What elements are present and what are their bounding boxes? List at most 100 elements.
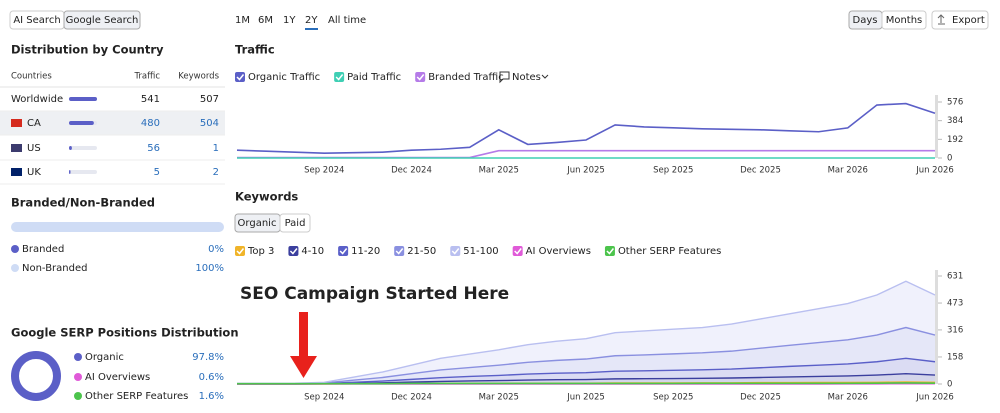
period-button[interactable]: 1M [235, 15, 250, 26]
annotation: SEO Campaign Started Here [240, 284, 509, 304]
legend-dot [74, 353, 82, 361]
traffic-value: 56 [147, 143, 160, 154]
y-tick-label: 384 [947, 116, 963, 126]
keywords-value: 1 [213, 143, 219, 154]
notes-button[interactable]: Notes [512, 72, 541, 83]
legend-dot [11, 245, 19, 253]
percent: 100% [195, 263, 224, 274]
toggle-label[interactable]: Days [853, 15, 878, 26]
y-tick-label: 473 [947, 299, 963, 309]
flag [11, 144, 22, 152]
tab-label[interactable]: Google Search [66, 15, 139, 26]
x-tick-label: Mar 2026 [828, 166, 868, 176]
check [236, 74, 245, 81]
check [395, 248, 404, 255]
section-title: Branded/Non-Branded [11, 196, 155, 210]
keywords-value: 507 [200, 94, 219, 105]
export-icon [937, 14, 945, 25]
branded-bar [11, 222, 224, 232]
legend-label: Other SERP Features [85, 391, 188, 402]
x-tick-label: Dec 2024 [391, 393, 432, 403]
legend-label[interactable]: Top 3 [247, 246, 274, 257]
x-tick-label: Jun 2025 [566, 393, 605, 403]
x-tick-label: Jun 2025 [566, 166, 605, 176]
legend-label[interactable]: Branded Traffic [428, 72, 504, 83]
legend-checkbox[interactable] [338, 246, 349, 256]
toggle-label[interactable]: Months [886, 15, 923, 26]
legend-checkbox[interactable] [235, 72, 245, 82]
x-tick-label: Jun 2026 [915, 166, 954, 176]
traffic-bar [69, 97, 97, 101]
toggle-button[interactable] [881, 10, 927, 30]
check [451, 248, 460, 255]
column-header: Traffic [133, 72, 160, 82]
tab-label[interactable]: Paid [285, 218, 306, 229]
check [606, 248, 615, 255]
tab-button[interactable] [279, 213, 311, 233]
legend-checkbox[interactable] [288, 246, 299, 256]
traffic-value: 541 [141, 94, 160, 105]
x-tick-label: Mar 2026 [828, 393, 868, 403]
legend-checkbox[interactable] [394, 246, 405, 256]
tab-label[interactable]: AI Search [13, 15, 60, 26]
period-button[interactable]: All time [328, 15, 366, 26]
y-tick-label: 0 [947, 380, 952, 390]
legend-label[interactable]: AI Overviews [526, 246, 591, 257]
legend-checkbox[interactable] [334, 72, 345, 82]
legend-label: Non-Branded [22, 263, 87, 274]
x-tick-label: Sep 2024 [304, 393, 344, 403]
traffic-bar [69, 146, 72, 150]
check [289, 248, 298, 255]
legend-label: Organic [85, 352, 124, 363]
legend-label[interactable]: Paid Traffic [347, 72, 401, 83]
legend-checkbox[interactable] [235, 246, 245, 256]
period-button[interactable]: 6M [258, 15, 273, 26]
x-tick-label: Sep 2025 [653, 393, 693, 403]
x-tick-label: Mar 2025 [479, 393, 519, 403]
country-name: US [27, 143, 41, 154]
section-title: Distribution by Country [11, 43, 164, 57]
tab-button[interactable] [63, 10, 141, 30]
country-name: Worldwide [11, 94, 63, 105]
series-line [237, 357, 936, 385]
period-button[interactable]: 1Y [283, 15, 296, 26]
chevron [541, 74, 549, 79]
traffic-track [69, 146, 97, 150]
legend-label: Branded [22, 244, 64, 255]
annotation-arrow [290, 312, 317, 378]
y-tick-label: 158 [947, 352, 963, 362]
legend-label[interactable]: Other SERP Features [618, 246, 721, 257]
series-line [237, 149, 935, 159]
tab-label[interactable]: Organic [238, 218, 277, 229]
legend-checkbox[interactable] [604, 246, 615, 256]
legend-label[interactable]: 21-50 [407, 246, 436, 257]
section-title: Google SERP Positions Distribution [11, 326, 239, 340]
period-button[interactable]: 2Y [305, 15, 318, 26]
axis-bar [935, 95, 938, 158]
row-highlight [0, 111, 225, 135]
x-tick-label: Dec 2025 [740, 393, 781, 403]
series-line [236, 102, 936, 154]
x-tick-label: Sep 2024 [304, 166, 344, 176]
traffic-bar [69, 170, 71, 174]
donut [11, 351, 61, 401]
export-button[interactable] [931, 10, 989, 30]
legend-label[interactable]: 11-20 [351, 246, 380, 257]
traffic-value: 480 [141, 118, 160, 129]
legend-checkbox[interactable] [512, 246, 523, 256]
legend-checkbox[interactable] [450, 246, 461, 256]
export-label[interactable]: Export [952, 15, 985, 26]
area-band [237, 373, 935, 384]
legend-label[interactable]: 51-100 [463, 246, 498, 257]
traffic-value: 5 [154, 167, 160, 178]
y-tick-label: 0 [947, 154, 952, 164]
x-tick-label: Jun 2026 [915, 393, 954, 403]
series-line [237, 326, 936, 385]
traffic-track [69, 170, 97, 174]
legend-dot [74, 392, 82, 400]
column-header: Keywords [178, 72, 219, 82]
legend-label[interactable]: 4-10 [301, 246, 324, 257]
legend-label[interactable]: Organic Traffic [248, 72, 320, 83]
legend-checkbox[interactable] [415, 72, 426, 82]
